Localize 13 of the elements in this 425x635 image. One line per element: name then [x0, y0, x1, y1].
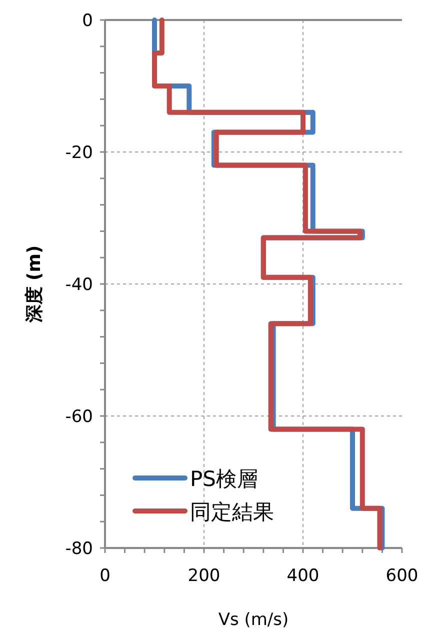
legend-label: 同定結果 — [190, 500, 274, 524]
y-tick-label: -40 — [65, 275, 93, 295]
x-tick-label: 0 — [100, 566, 110, 586]
x-tick-label: 200 — [188, 566, 220, 586]
y-tick-label: -80 — [65, 539, 93, 559]
y-axis-title: 深度 (m) — [24, 245, 45, 324]
y-tick-label: -60 — [65, 407, 93, 427]
legend-label: PS検層 — [190, 467, 258, 491]
y-tick-label: 0 — [82, 11, 93, 31]
x-tick-label: 600 — [386, 566, 418, 586]
x-axis-title: Vs (m/s) — [218, 610, 289, 630]
x-tick-label: 400 — [286, 566, 320, 586]
y-tick-label: -20 — [65, 143, 93, 163]
